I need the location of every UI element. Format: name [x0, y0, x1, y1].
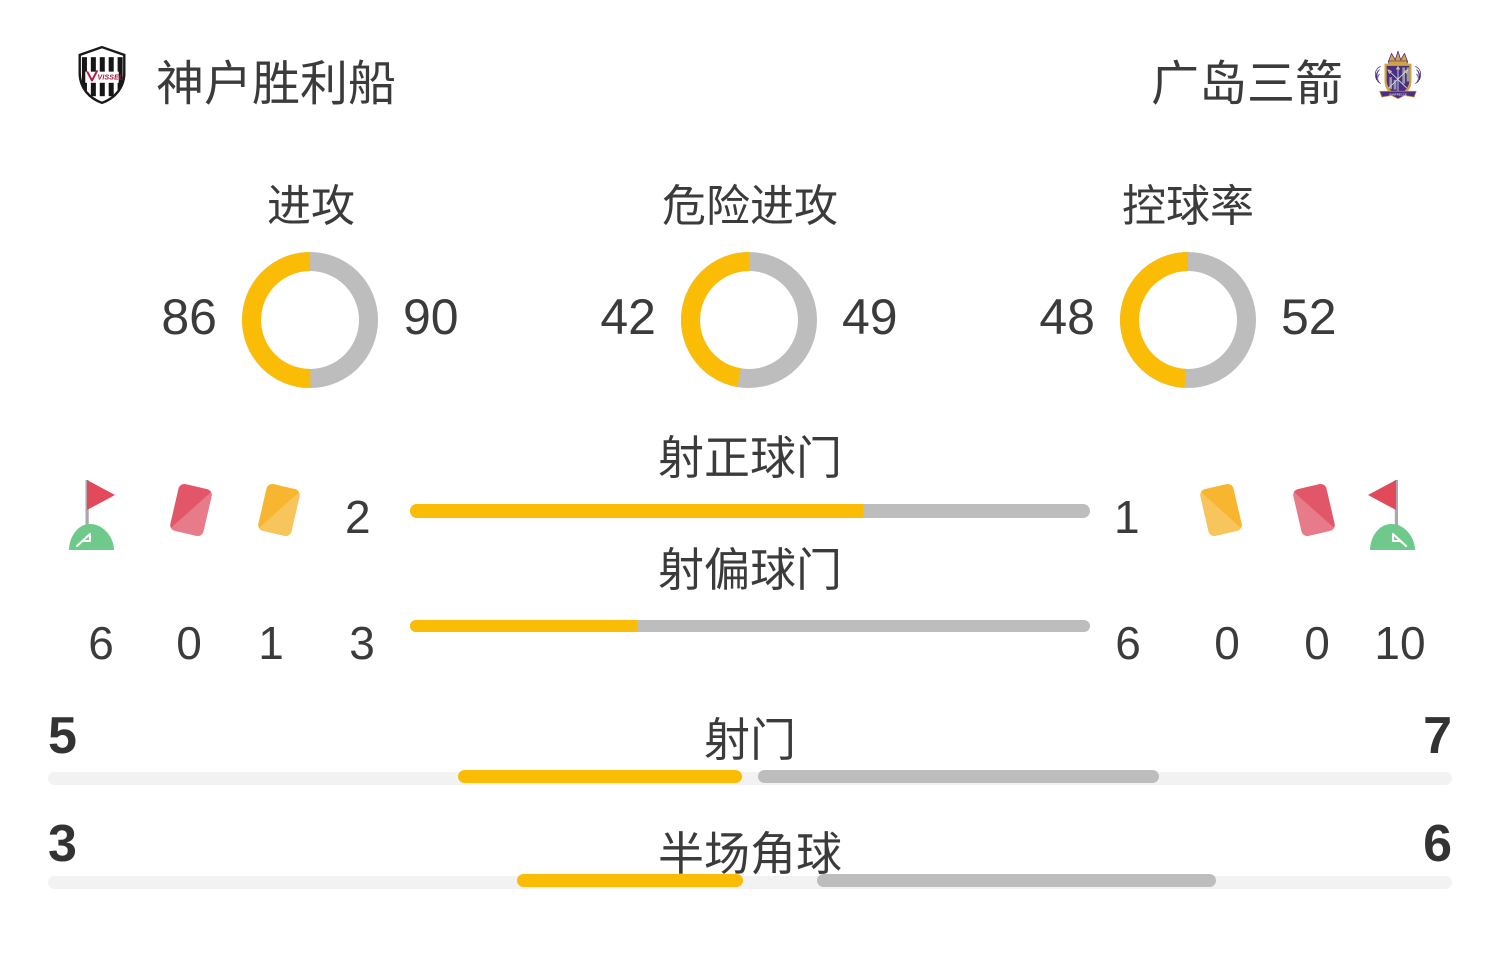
svg-text:VISSEL: VISSEL [98, 74, 124, 81]
svg-text:SANFRECCE: SANFRECCE [1389, 93, 1407, 97]
